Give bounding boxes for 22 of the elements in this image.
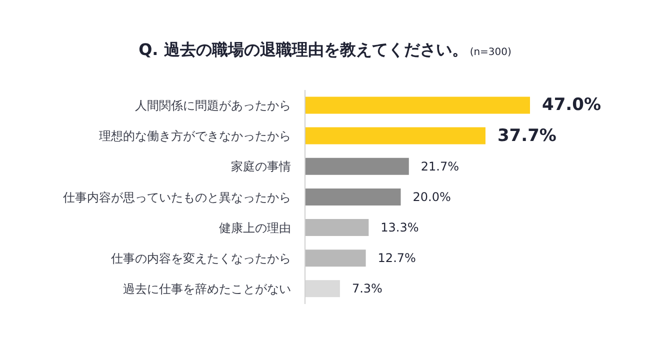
y-tick-label: 理想的な働き方ができなかったから <box>99 129 291 144</box>
data-label: 7.3% <box>352 282 382 296</box>
data-label: 20.0% <box>412 190 451 204</box>
data-label: 47.0% <box>542 95 601 116</box>
bar <box>305 250 366 267</box>
bar <box>305 158 409 175</box>
data-label: 37.7% <box>497 126 556 146</box>
y-tick-label: 過去に仕事を辞めたことがない <box>123 282 291 296</box>
data-label: 21.7% <box>420 159 460 174</box>
data-label: 12.7% <box>378 251 416 266</box>
bar <box>305 188 401 206</box>
bar <box>305 127 486 144</box>
y-tick-label: 人間関係に問題があったから <box>135 98 291 113</box>
y-tick-label: 仕事内容が思っていたものと異なったから <box>62 190 291 204</box>
y-tick-label: 健康上の理由 <box>219 220 291 235</box>
bar <box>305 219 369 236</box>
chart-title: Q. 過去の職場の退職理由を教えてください。 <box>138 40 468 59</box>
data-label: 13.3% <box>380 220 419 235</box>
y-tick-label: 仕事の内容を変えたくなったから <box>110 251 291 266</box>
chart-subtitle: (n=300) <box>470 47 512 58</box>
bar <box>305 96 530 114</box>
y-tick-label: 家庭の事情 <box>231 160 291 174</box>
